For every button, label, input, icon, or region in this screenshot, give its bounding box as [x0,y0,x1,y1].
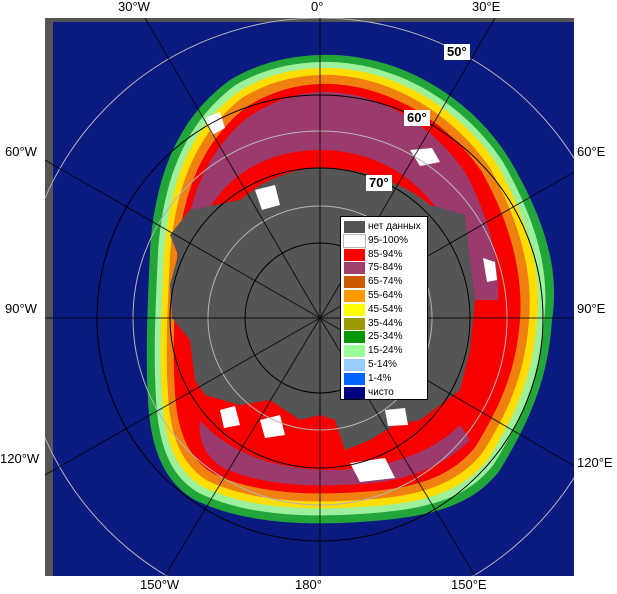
legend-item: 25-34% [344,330,428,344]
lon-label-60e: 60°E [577,144,606,159]
legend-swatch [343,233,366,248]
lat-label-70: 70° [366,175,392,191]
legend-item: 15-24% [344,344,428,358]
legend-label: 35-44% [368,317,403,329]
lon-label-0: 0° [311,0,324,14]
meridian-grid [45,18,574,576]
lat-label-50: 50° [444,44,470,60]
legend-label: 55-64% [368,290,403,301]
legend-item: 85-94% [344,248,428,261]
legend-label: 1-4% [368,372,392,384]
legend-swatch [344,276,365,289]
legend-item: 75-84% [344,261,428,275]
lon-label-150w: 150°W [140,577,180,592]
lon-label-120w: 120°W [0,451,40,466]
legend-item: 55-64% [344,289,428,302]
legend-label: 45-54% [368,303,403,315]
legend-label: 75-84% [368,262,403,274]
lon-label-120e: 120°E [577,455,613,470]
legend-swatch [344,331,365,344]
lon-label-180: 180° [295,577,322,592]
legend-label: 15-24% [368,345,403,357]
lon-label-90w: 90°W [5,301,37,316]
legend-item: 5-14% [344,358,428,371]
legend-label: 25-34% [368,331,403,343]
legend-swatch [344,262,365,275]
legend-label: чисто [368,386,394,398]
ice-pack-75-84 [182,91,499,301]
legend-item: 95-100% [343,233,428,248]
legend-item: 35-44% [344,317,428,330]
legend-swatch [344,359,365,371]
lon-label-30w: 30°W [118,0,150,14]
legend-label: 5-14% [368,359,397,370]
legend-item: 65-74% [344,275,428,289]
legend-swatch [344,317,365,330]
legend-label: нет данных [368,221,421,232]
legend-item: 45-54% [344,303,428,316]
lon-label-90e: 90°E [577,301,606,316]
lon-label-60w: 60°W [5,144,37,159]
legend-swatch [344,303,365,316]
legend-swatch [344,372,365,385]
legend-item: чисто [344,386,428,399]
concentration-legend: нет данных 95-100% 85-94% 75-84% 65-74% 55-64… [340,216,428,400]
legend-label: 65-74% [368,276,403,288]
legend-item: нет данных [344,220,428,233]
legend-swatch [344,248,365,261]
legend-swatch [344,345,365,358]
legend-swatch [344,221,365,233]
legend-label: 85-94% [368,248,403,260]
legend-item: 1-4% [344,372,428,385]
lon-label-30e: 30°E [472,0,501,14]
ice-pack-75-84-lower [199,420,470,486]
legend-swatch [344,386,365,399]
high-concentration-patches [205,112,497,482]
lat-label-60: 60° [404,110,430,126]
lon-label-150e: 150°E [451,577,487,592]
legend-swatch [344,290,365,302]
legend-label: 95-100% [368,234,409,246]
